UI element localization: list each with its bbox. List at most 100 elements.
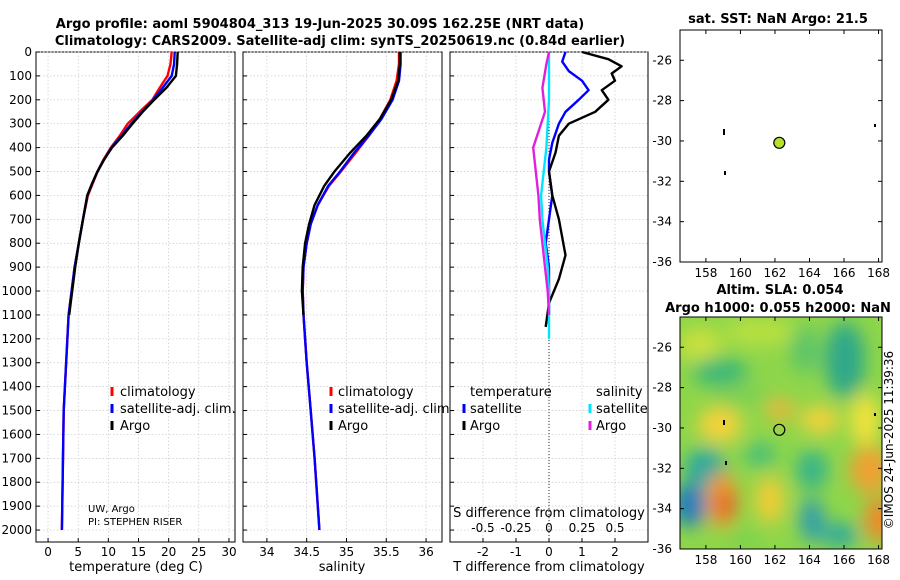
- legend-argo-label: Argo: [120, 419, 150, 434]
- x-tick-label: 15: [131, 545, 146, 559]
- series-line-argo: [300, 52, 401, 315]
- legend-satellite-label: satellite-adj. clim.: [120, 402, 236, 417]
- temperature-xlabel: temperature (deg C): [69, 560, 203, 575]
- sla-map-subtitle: Argo h1000: 0.055 h2000: NaN: [665, 301, 891, 316]
- map-x-tick-label: 168: [867, 266, 890, 280]
- x-tick-label: 5: [74, 545, 82, 559]
- x2-tick-label: 0: [545, 521, 553, 535]
- map-x-tick-label: 168: [867, 553, 890, 567]
- credit-uw-argo: UW, Argo: [88, 504, 135, 515]
- map-y-tick-label: -36: [652, 255, 672, 269]
- x-tick-label: 36: [418, 545, 433, 559]
- temperature-panel: 0 5 10 15 20 25 300100200300400500600700800900…: [1, 45, 236, 575]
- x-tick-label: 30: [221, 545, 236, 559]
- map-x-tick-label: 160: [729, 553, 752, 567]
- sst-map-title: sat. SST: NaN Argo: 21.5: [688, 12, 868, 27]
- legend-s-satellite-label: satellite: [596, 402, 648, 417]
- sla-map-title: Altim. SLA: 0.054: [717, 283, 844, 298]
- y-tick-label: 600: [9, 188, 32, 202]
- series-line-satellite-adj-clim-: [301, 52, 402, 531]
- y-tick-label: 2000: [1, 523, 32, 537]
- x-tick-label: 10: [101, 545, 116, 559]
- map-y-tick-label: -32: [652, 461, 672, 475]
- y-tick-label: 900: [9, 260, 32, 274]
- y-tick-label: 400: [9, 141, 32, 155]
- map-y-tick-label: -36: [652, 542, 672, 556]
- series-line-t-argo: [544, 50, 623, 328]
- x2-tick-label: -0.5: [471, 521, 494, 535]
- y-tick-label: 1700: [1, 451, 32, 465]
- map-y-tick-label: -28: [652, 381, 672, 395]
- legend-climatology-label: climatology: [338, 385, 414, 400]
- sst-map-panel: sat. SST: NaN Argo: 21.5 158 160 162 164 166…: [652, 12, 890, 280]
- salinity-xlabel: salinity: [319, 560, 366, 575]
- x2-tick-label: 0.5: [605, 521, 624, 535]
- x-tick-label: 35.5: [373, 545, 400, 559]
- difference-panel: -2 -1 0 1 2 -0.5 -0.25 0 0.25 0.5 T difference fr…: [449, 50, 649, 575]
- s-diff-xlabel: S difference from climatology: [453, 506, 645, 521]
- y-tick-label: 1400: [1, 380, 32, 394]
- series-line-argo: [68, 51, 179, 316]
- series-line-s-satellite: [539, 52, 551, 339]
- map-y-tick-label: -32: [652, 174, 672, 188]
- sla-map-panel: Altim. SLA: 0.054 Argo h1000: 0.055 h200…: [652, 283, 891, 567]
- imos-credit: ©IMOS 24-Jun-2025 11:39:36: [882, 351, 896, 529]
- legend-temperature-heading: temperature: [470, 385, 552, 400]
- legend-satellite-label: satellite-adj. clim.: [338, 402, 454, 417]
- map-y-tick-label: -26: [652, 53, 672, 67]
- x-tick-label: 25: [191, 545, 206, 559]
- map-x-tick-label: 158: [694, 266, 717, 280]
- x2-tick-label: 0.25: [569, 521, 596, 535]
- sla-heatmap: [680, 317, 882, 549]
- legend-t-satellite-label: satellite: [470, 402, 522, 417]
- temperature-legend: climatology satellite-adj. clim. Argo: [110, 385, 236, 434]
- x-tick-label: 0: [545, 545, 553, 559]
- map-y-tick-label: -34: [652, 215, 672, 229]
- y-tick-label: 1600: [1, 427, 32, 441]
- legend-argo-label: Argo: [338, 419, 368, 434]
- y-tick-label: 100: [9, 69, 32, 83]
- argo-float-marker: [773, 136, 786, 149]
- y-tick-label: 1300: [1, 356, 32, 370]
- map-x-tick-label: 166: [833, 553, 856, 567]
- y-tick-label: 1900: [1, 499, 32, 513]
- legend-salinity-heading: salinity: [596, 385, 643, 400]
- legend-t-argo-label: Argo: [470, 419, 500, 434]
- x-tick-label: 35: [339, 545, 354, 559]
- x-tick-label: -2: [477, 545, 489, 559]
- x-tick-label: 34: [259, 545, 274, 559]
- map-y-tick-label: -26: [652, 340, 672, 354]
- salinity-panel: 34 34.5 35 35.5 36 salinity climatology sate…: [242, 51, 454, 575]
- map-x-tick-label: 164: [798, 266, 821, 280]
- credit-pi: PI: STEPHEN RISER: [88, 517, 182, 528]
- x-tick-label: 0: [44, 545, 52, 559]
- map-y-tick-label: -30: [652, 421, 672, 435]
- map-y-tick-label: -28: [652, 94, 672, 108]
- figure-title-line2: Climatology: CARS2009. Satellite-adj cli…: [55, 34, 625, 49]
- x-tick-label: 1: [578, 545, 586, 559]
- y-tick-label: 200: [9, 93, 32, 107]
- map-y-tick-label: -34: [652, 502, 672, 516]
- t-diff-xlabel: T difference from climatology: [452, 560, 645, 575]
- salinity-legend: climatology satellite-adj. clim. Argo: [329, 385, 454, 434]
- y-tick-label: 1500: [1, 404, 32, 418]
- y-tick-label: 1800: [1, 475, 32, 489]
- y-tick-label: 700: [9, 212, 32, 226]
- map-x-tick-label: 162: [764, 553, 787, 567]
- x-tick-label: 2: [611, 545, 619, 559]
- legend-s-argo-label: Argo: [596, 419, 626, 434]
- difference-legend: temperature salinity satellite Argo sate…: [462, 385, 648, 434]
- legend-climatology-label: climatology: [120, 385, 196, 400]
- x-tick-label: 34.5: [293, 545, 320, 559]
- map-x-tick-label: 164: [798, 553, 821, 567]
- y-tick-label: 300: [9, 117, 32, 131]
- sla-map-frame: [679, 316, 883, 550]
- y-tick-label: 1200: [1, 332, 32, 346]
- map-y-tick-label: -30: [652, 134, 672, 148]
- argo-float-marker: [773, 423, 786, 436]
- y-tick-label: 0: [24, 45, 32, 59]
- y-tick-label: 1000: [1, 284, 32, 298]
- x-tick-label: 20: [161, 545, 176, 559]
